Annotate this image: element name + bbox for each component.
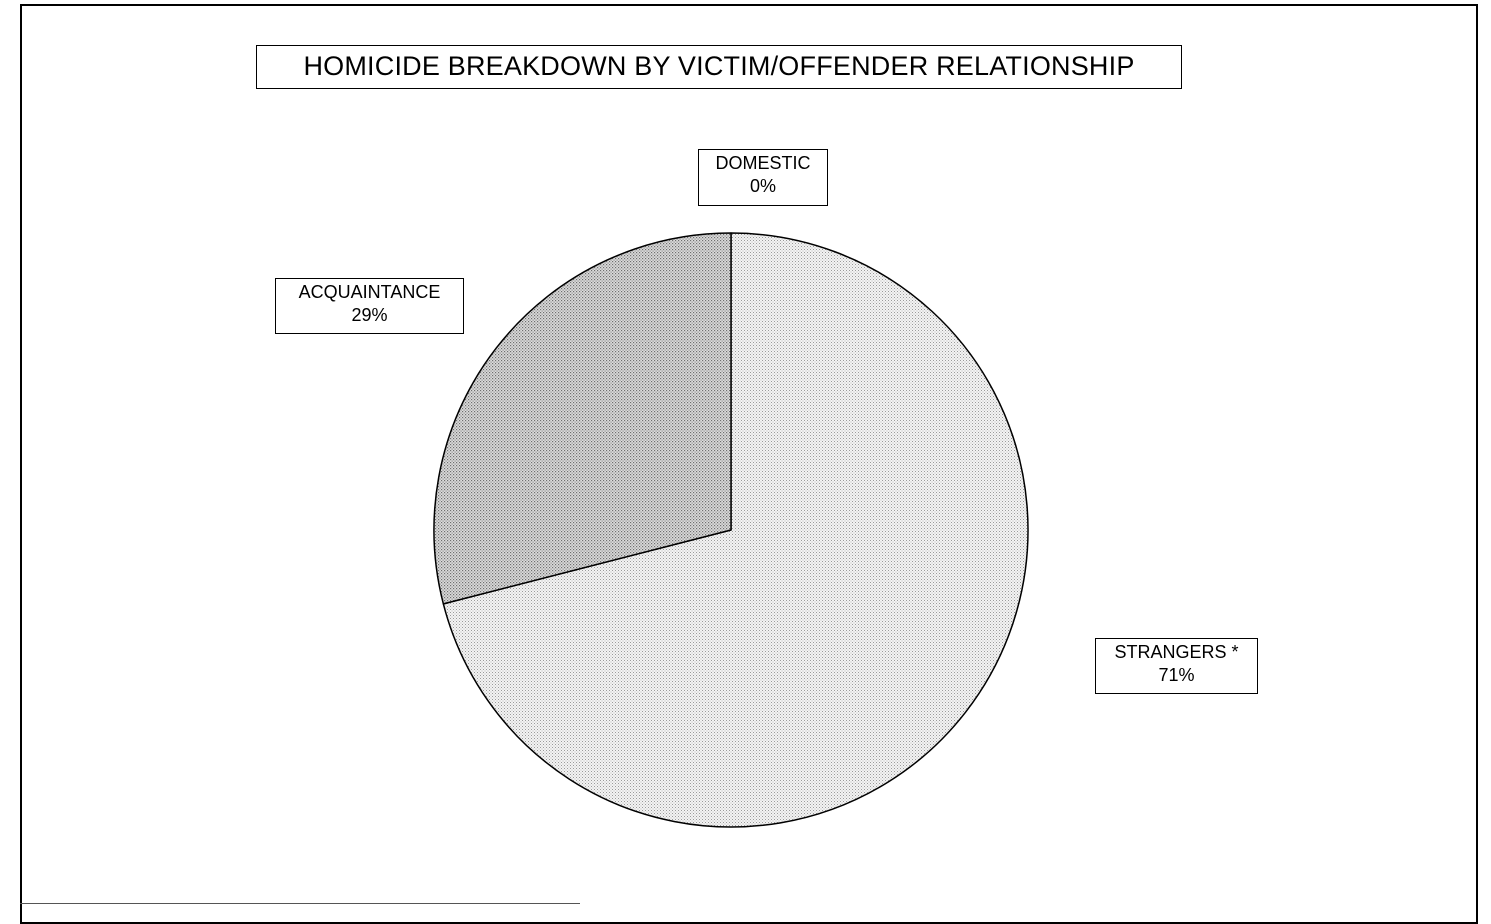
slice-label-acquaintance: ACQUAINTANCE 29%	[275, 278, 464, 334]
slice-label-strangers-value: 71%	[1158, 665, 1195, 685]
slice-label-strangers: STRANGERS * 71%	[1095, 638, 1258, 694]
bottom-rule	[20, 903, 580, 904]
slice-label-domestic-value: 0%	[749, 176, 776, 196]
slice-label-acquaintance-name: ACQUAINTANCE	[298, 282, 441, 302]
slice-label-acquaintance-value: 29%	[351, 305, 388, 325]
slice-label-domestic-name: DOMESTIC	[715, 153, 811, 173]
slice-label-domestic: DOMESTIC 0%	[698, 149, 828, 206]
slice-label-strangers-name: STRANGERS *	[1114, 642, 1239, 662]
chart-title: HOMICIDE BREAKDOWN BY VICTIM/OFFENDER RE…	[256, 45, 1182, 89]
chart-frame	[20, 4, 1478, 924]
